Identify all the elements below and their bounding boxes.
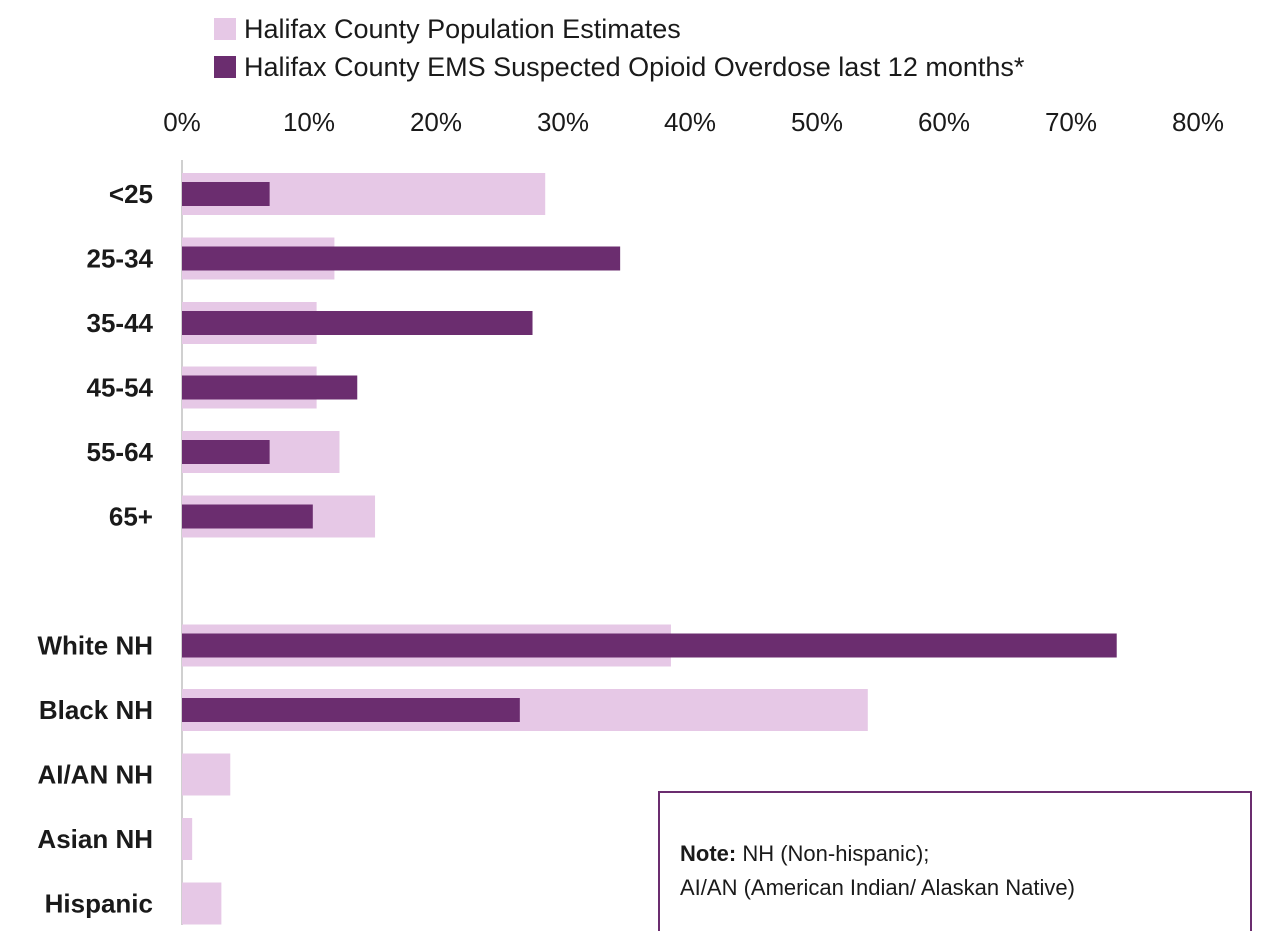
x-tick-label: 50% [791,107,843,137]
category-label: Asian NH [37,824,153,854]
bar-ems-overdose [182,633,1117,658]
category-label: White NH [37,631,153,661]
note-box: Note: NH (Non-hispanic); AI/AN (American… [658,791,1252,931]
category-label: 55-64 [87,437,154,467]
x-tick-label: 60% [918,107,970,137]
bar-population [182,818,193,860]
bar-ems-overdose [182,504,313,529]
bar-ems-overdose [182,698,520,722]
note-label: Note: [680,841,737,866]
legend-label-population: Halifax County Population Estimates [244,13,681,44]
category-label: 45-54 [87,373,154,403]
x-tick-label: 20% [410,107,462,137]
bar-ems-overdose [182,375,358,400]
category-label: AI/AN NH [37,760,153,790]
bar-population [182,753,231,796]
note-text-1: NH (Non-hispanic); [736,841,930,866]
x-tick-label: 10% [283,107,335,137]
legend-label-ems: Halifax County EMS Suspected Opioid Over… [244,51,1025,82]
category-label: 35-44 [87,308,154,338]
x-tick-label: 80% [1172,107,1224,137]
bar-population [182,882,222,925]
x-tick-label: 40% [664,107,716,137]
category-label: Hispanic [45,889,153,919]
legend: Halifax County Population Estimates Hali… [214,10,1024,86]
legend-swatch-ems [214,56,236,78]
legend-swatch-population [214,18,236,40]
x-tick-label: 0% [163,107,201,137]
x-tick-label: 70% [1045,107,1097,137]
legend-item-population: Halifax County Population Estimates [214,10,1024,48]
bar-ems-overdose [182,440,270,464]
bar-ems-overdose [182,246,621,271]
category-label: 25-34 [87,244,154,274]
note-line-1: Note: NH (Non-hispanic); [680,841,929,867]
x-tick-label: 30% [537,107,589,137]
note-line-2: AI/AN (American Indian/ Alaskan Native) [680,875,1075,900]
bar-ems-overdose [182,311,533,335]
category-label: <25 [109,179,153,209]
category-label: 65+ [109,502,153,532]
bar-ems-overdose [182,182,270,206]
legend-item-ems: Halifax County EMS Suspected Opioid Over… [214,48,1024,86]
category-label: Black NH [39,695,153,725]
